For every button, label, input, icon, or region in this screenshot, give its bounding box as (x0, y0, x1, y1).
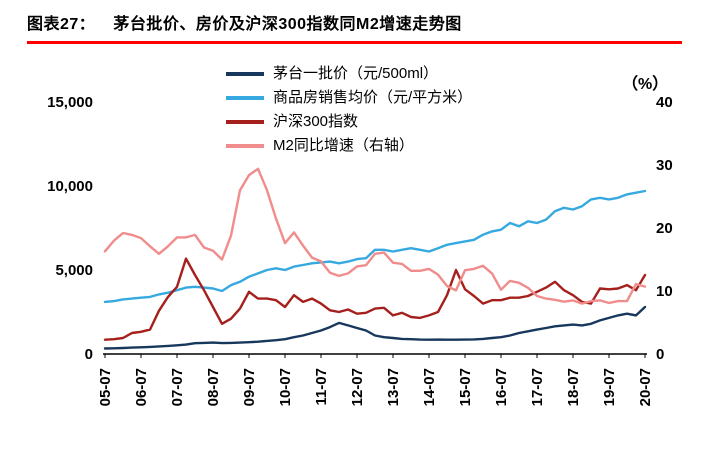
x-axis-tick-label: 13-07 (385, 368, 402, 406)
x-axis-tick-label: 14-07 (421, 368, 438, 406)
right-axis-tick-label: 20 (656, 220, 673, 237)
figure-header: 图表27： 茅台批价、房价及沪深300指数同M2增速走势图 (27, 10, 682, 44)
figure-number-label: 图表27： (27, 16, 96, 33)
chart-legend: 茅台一批价（元/500ml） 商品房销售均价（元/平方米） 沪深300指数 M2… (226, 62, 472, 158)
legend-line-swatch-csi300 (226, 120, 264, 124)
x-axis-tick-label: 05-07 (97, 368, 114, 406)
legend-line-swatch-housing-price (226, 96, 264, 100)
figure-container: 图表27： 茅台批价、房价及沪深300指数同M2增速走势图 0 5,000 10,00… (0, 10, 709, 450)
legend-label-m2-growth: M2同比增速（右轴） (273, 137, 414, 154)
x-axis-tick-label: 17-07 (529, 368, 546, 406)
legend-label-moutai-price: 茅台一批价（元/500ml） (273, 65, 439, 82)
x-axis-tick-label: 20-07 (637, 368, 654, 406)
series-line-3 (103, 167, 647, 305)
legend-label-csi300: 沪深300指数 (273, 113, 359, 130)
right-axis-tick-label: 30 (656, 157, 673, 174)
x-axis-tick-label: 19-07 (601, 368, 618, 406)
right-axis-tick-label: 0 (656, 346, 664, 363)
series-line-2 (103, 257, 647, 341)
right-axis-unit-label: （%） (622, 76, 669, 93)
legend-item-m2-growth: M2同比增速（右轴） (226, 134, 472, 158)
x-axis-tick-label: 08-07 (205, 368, 222, 406)
x-axis-tick-label: 10-07 (277, 368, 294, 406)
series-line-0 (103, 305, 647, 350)
chart-area: 0 5,000 10,000 15,000 0 10 20 30 40 05-07 06-07 07-… (0, 44, 709, 450)
legend-label-housing-price: 商品房销售均价（元/平方米） (273, 89, 473, 106)
series-line-1 (103, 189, 647, 304)
left-axis-tick-label: 10,000 (47, 178, 93, 195)
left-axis-tick-label: 5,000 (55, 262, 93, 279)
chart-svg: 0 5,000 10,000 15,000 0 10 20 30 40 05-07 06-07 07-… (47, 94, 673, 406)
x-axis-tick-label: 15-07 (457, 368, 474, 406)
figure-title: 茅台批价、房价及沪深300指数同M2增速走势图 (113, 16, 462, 33)
legend-item-moutai-price: 茅台一批价（元/500ml） (226, 62, 472, 86)
legend-line-swatch-moutai-price (226, 72, 264, 76)
legend-item-csi300: 沪深300指数 (226, 110, 472, 134)
x-axis-tick-label: 11-07 (313, 368, 330, 406)
left-axis-tick-label: 0 (85, 346, 93, 363)
x-axis-tick-label: 12-07 (349, 368, 366, 406)
legend-item-housing-price: 商品房销售均价（元/平方米） (226, 86, 472, 110)
x-axis-tick-label: 07-07 (169, 368, 186, 406)
left-axis-tick-label: 15,000 (47, 94, 93, 111)
legend-line-swatch-m2-growth (226, 144, 264, 148)
x-axis-tick-label: 06-07 (133, 368, 150, 406)
x-axis-tick-label: 09-07 (241, 368, 258, 406)
right-axis-tick-label: 40 (656, 94, 673, 111)
right-axis-tick-label: 10 (656, 283, 673, 300)
x-axis-tick-label: 16-07 (493, 368, 510, 406)
x-axis-tick-label: 18-07 (565, 368, 582, 406)
